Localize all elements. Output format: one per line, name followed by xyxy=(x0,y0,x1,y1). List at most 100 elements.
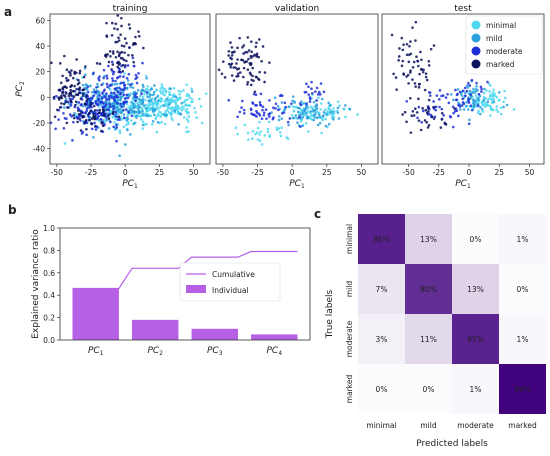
scatter-point-marked xyxy=(400,64,404,68)
scatter-point-moderate xyxy=(57,118,60,121)
scatter-point-minimal xyxy=(502,100,505,104)
scatter-point-marked xyxy=(70,84,74,87)
scatter-point-marked xyxy=(69,88,73,92)
scatter-point-moderate xyxy=(72,120,75,124)
scatter-point-marked xyxy=(134,35,137,39)
scatter-point-moderate xyxy=(103,105,107,108)
scatter-title: validation xyxy=(275,4,319,14)
scatter-point-marked xyxy=(444,123,448,126)
scatter-point-moderate xyxy=(254,93,258,97)
scatter-point-marked xyxy=(424,72,428,75)
scatter-point-marked xyxy=(131,54,134,57)
scatter-point-minimal xyxy=(175,104,178,107)
scatter-point-mild xyxy=(147,99,151,103)
scatter-point-moderate xyxy=(428,94,432,97)
scatter-point-minimal xyxy=(495,105,499,108)
scatter-point-mild xyxy=(301,110,304,113)
scatter-point-marked xyxy=(230,57,233,61)
heatmap-cell-label: 0% xyxy=(376,385,388,394)
scatter-point-mild xyxy=(329,110,333,114)
scatter-point-mild xyxy=(154,108,157,111)
scatter-point-minimal xyxy=(178,93,181,96)
scatter-point-marked xyxy=(230,51,234,54)
heatmap-cell-label: 1% xyxy=(517,335,529,344)
scatter-point-minimal xyxy=(160,120,164,124)
heatmap-cell-label: 3% xyxy=(376,335,388,344)
scatter-point-minimal xyxy=(127,122,130,125)
scatter-point-moderate xyxy=(122,93,126,97)
scatter-point-marked xyxy=(65,121,69,125)
scatter-points xyxy=(390,20,516,134)
x-axis-title: PC1 xyxy=(289,179,305,190)
scatter-point-mild xyxy=(115,106,119,109)
scatter-point-marked xyxy=(242,75,245,79)
scatter-point-marked xyxy=(236,58,239,61)
scatter-point-marked xyxy=(247,57,250,61)
scatter-point-minimal xyxy=(168,106,172,110)
scatter-point-mild xyxy=(151,107,154,111)
scatter-point-minimal xyxy=(183,100,186,104)
scatter-point-moderate xyxy=(264,108,268,111)
scatter-point-marked xyxy=(77,112,81,116)
scatter-point-minimal xyxy=(315,110,319,114)
scatter-point-minimal xyxy=(122,125,126,129)
scatter-point-mild xyxy=(273,96,277,100)
panel-label-a: a xyxy=(4,5,13,19)
scatter-point-mild xyxy=(96,95,99,98)
scatter-point-moderate xyxy=(140,92,143,96)
scatter-point-moderate xyxy=(451,105,455,109)
scatter-point-marked xyxy=(234,66,237,69)
scatter-point-moderate xyxy=(238,110,242,114)
scatter-point-mild xyxy=(92,136,95,139)
scatter-point-marked xyxy=(425,111,429,115)
scatter-point-moderate xyxy=(118,118,121,121)
scatter-point-moderate xyxy=(80,132,84,135)
scatter-point-moderate xyxy=(242,108,246,112)
scatter-point-marked xyxy=(417,119,421,122)
scatter-point-moderate xyxy=(467,97,470,101)
scatter-point-marked xyxy=(75,58,78,61)
scatter-point-moderate xyxy=(464,86,467,90)
scatter-point-moderate xyxy=(125,76,129,80)
scatter-point-marked xyxy=(127,53,130,57)
scatter-point-moderate xyxy=(123,83,127,87)
scatter-point-moderate xyxy=(96,109,99,112)
heatmap-cell xyxy=(452,314,499,364)
scatter-point-minimal xyxy=(495,95,499,99)
scatter-point-marked xyxy=(106,114,110,117)
scatter-legend: minimal mild moderate marked xyxy=(465,15,543,75)
scatter-point-mild xyxy=(169,87,172,90)
scatter-point-moderate xyxy=(87,115,90,118)
scatter-point-mild xyxy=(84,83,88,86)
scatter-point-minimal xyxy=(291,105,295,108)
scatter-point-mild xyxy=(344,104,347,107)
heatmap-cell xyxy=(452,364,499,414)
scatter-point-minimal xyxy=(145,93,149,96)
scatter-point-moderate xyxy=(310,87,313,91)
scatter-point-moderate xyxy=(446,92,449,96)
scatter-point-mild xyxy=(145,76,148,80)
scatter-point-marked xyxy=(125,59,128,63)
x-tick-label: -25 xyxy=(85,168,97,177)
scatter-point-minimal xyxy=(484,105,487,108)
scatter-point-marked xyxy=(56,108,59,112)
scatter-point-mild xyxy=(464,91,467,95)
scatter-point-marked xyxy=(239,71,242,74)
scatter-point-minimal xyxy=(491,91,495,94)
scatter-point-mild xyxy=(318,115,322,119)
scatter-point-minimal xyxy=(125,102,129,106)
scatter-point-moderate xyxy=(405,99,409,103)
scatter-point-mild xyxy=(492,100,496,104)
x-axis-title: PC1 xyxy=(455,179,471,190)
scatter-point-marked xyxy=(398,47,401,50)
scatter-point-moderate xyxy=(280,111,284,115)
scatter-point-moderate xyxy=(76,116,79,119)
scatter-point-moderate xyxy=(251,101,254,104)
x-tick-label: marked xyxy=(508,421,537,430)
scatter-point-marked xyxy=(390,33,394,37)
scatter-point-minimal xyxy=(306,110,310,113)
scatter-point-mild xyxy=(315,116,319,120)
scatter-point-minimal xyxy=(154,102,158,106)
scatter-point-marked xyxy=(61,91,64,95)
scatter-point-moderate xyxy=(314,90,317,93)
